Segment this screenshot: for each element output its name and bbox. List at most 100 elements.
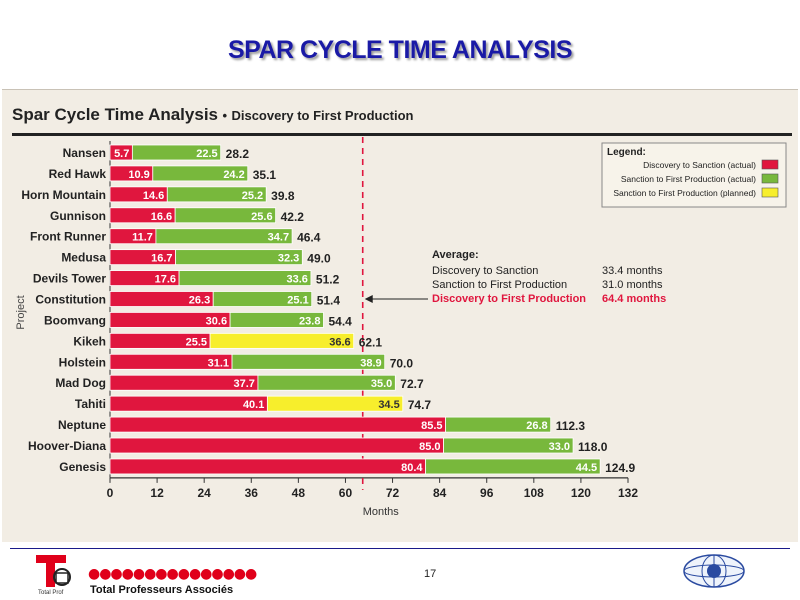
category-label: Front Runner: [30, 230, 106, 244]
data-label-discovery: 10.9: [128, 169, 149, 181]
data-label-discovery: 11.7: [132, 232, 153, 244]
logo-caption: Total Prof: [38, 590, 64, 596]
annotation-label: Discovery to Sanction: [432, 265, 538, 277]
x-tick-label: 72: [386, 486, 400, 500]
annotation-value: 31.0 months: [602, 279, 663, 291]
data-label-sanction: 33.0: [549, 441, 570, 453]
data-label-total: 112.3: [556, 419, 586, 433]
data-label-discovery: 40.1: [243, 399, 264, 411]
data-label-discovery: 25.5: [186, 336, 207, 348]
bar-sanction-to-first-production: [266, 395, 404, 412]
bar-sanction-to-first-production: [229, 312, 324, 328]
category-label: Kikeh: [73, 334, 106, 348]
category-label: Hoover-Diana: [28, 439, 106, 453]
category-label: Tahiti: [75, 397, 106, 411]
category-label: Red Hawk: [49, 167, 107, 181]
data-label-discovery: 30.6: [206, 315, 227, 327]
data-label-discovery: 26.3: [189, 295, 210, 307]
x-tick-label: 120: [571, 486, 591, 500]
category-label: Mad Dog: [55, 376, 106, 390]
bar-discovery-to-sanction: [109, 416, 446, 433]
bar-discovery-to-sanction: [109, 458, 426, 475]
legend-swatch: [761, 187, 779, 198]
bar-sanction-to-first-production: [445, 416, 552, 433]
legend-label: Sanction to First Production (actual): [621, 174, 756, 184]
x-tick-label: 84: [433, 486, 447, 500]
bar-sanction-to-first-production: [131, 144, 222, 161]
data-label-total: 62.1: [359, 335, 383, 349]
data-label-total: 35.1: [253, 168, 277, 182]
data-label-discovery: 85.5: [421, 420, 442, 432]
chart-title-separator: •: [222, 108, 228, 123]
x-tick-label: 0: [107, 486, 114, 500]
legend-swatch: [761, 173, 779, 184]
data-label-sanction: 22.5: [196, 148, 217, 160]
chart-title-row: Spar Cycle Time Analysis • Discovery to …: [12, 103, 792, 136]
bar-sanction-to-first-production: [209, 332, 355, 349]
annotation-arrow-head: [364, 295, 373, 303]
data-label-sanction: 32.3: [278, 253, 299, 265]
data-label-total: 39.8: [271, 189, 295, 203]
data-label-sanction: 34.7: [268, 232, 289, 244]
x-tick-label: 96: [480, 486, 494, 500]
data-label-total: 49.0: [307, 252, 331, 266]
x-tick-label: 24: [198, 486, 212, 500]
bar-sanction-to-first-production: [443, 437, 574, 454]
category-label: Neptune: [58, 418, 106, 432]
data-label-discovery: 17.6: [155, 274, 176, 286]
page-number: 17: [424, 568, 437, 580]
data-label-total: 124.9: [605, 461, 635, 475]
annotation-value: 64.4 months: [602, 293, 666, 305]
bar-sanction-to-first-production: [174, 207, 277, 224]
data-label-discovery: 5.7: [114, 148, 129, 160]
data-label-sanction: 26.8: [526, 420, 547, 432]
company-name: Total Professeurs Associés: [90, 584, 234, 596]
data-label-sanction: 24.2: [223, 169, 244, 181]
data-label-sanction: 35.0: [371, 378, 392, 390]
total-logo-icon: [36, 555, 71, 587]
category-label: Nansen: [63, 146, 106, 160]
data-label-sanction: 36.6: [329, 336, 350, 348]
y-axis-label: Project: [15, 295, 27, 329]
x-tick-label: 60: [339, 486, 353, 500]
annotation-label: Discovery to First Production: [432, 293, 586, 305]
data-label-sanction: 25.6: [251, 211, 272, 223]
data-label-total: 74.7: [408, 398, 432, 412]
data-label-total: 28.2: [226, 147, 250, 161]
decorative-dots: ●●●●●●●●●●●●●●●: [88, 566, 257, 582]
data-label-total: 72.7: [400, 377, 424, 391]
bar-sanction-to-first-production: [152, 165, 249, 182]
data-label-discovery: 16.6: [151, 211, 172, 223]
bar-sanction-to-first-production: [231, 353, 386, 370]
x-tick-label: 108: [524, 486, 544, 500]
x-tick-label: 48: [292, 486, 306, 500]
data-label-sanction: 33.6: [286, 274, 307, 286]
data-label-sanction: 34.5: [378, 399, 399, 411]
bar-sanction-to-first-production: [178, 270, 312, 286]
bar-discovery-to-sanction: [109, 437, 444, 454]
data-label-sanction: 25.2: [242, 190, 263, 202]
category-label: Medusa: [61, 251, 106, 265]
data-label-discovery: 37.7: [234, 378, 255, 390]
data-label-sanction: 38.9: [360, 357, 381, 369]
slide-title: SPAR CYCLE TIME ANALYSIS: [227, 36, 573, 64]
data-label-discovery: 16.7: [151, 253, 172, 265]
category-label: Genesis: [59, 460, 106, 474]
data-label-discovery: 80.4: [401, 462, 423, 474]
legend-box: [601, 142, 787, 208]
legend-title: Legend:: [607, 147, 646, 158]
annotation-title: Average:: [432, 249, 479, 261]
data-label-total: 118.0: [578, 440, 608, 454]
category-label: Gunnison: [50, 209, 106, 223]
data-label-total: 42.2: [281, 210, 305, 224]
data-label-total: 51.2: [316, 273, 340, 287]
x-axis-label: Months: [363, 506, 400, 518]
bar-sanction-to-first-production: [175, 249, 303, 266]
data-label-total: 51.4: [317, 294, 341, 308]
bar-sanction-to-first-production: [212, 291, 313, 307]
data-label-total: 46.4: [297, 231, 321, 245]
category-label: Boomvang: [44, 313, 106, 327]
annotation-value: 33.4 months: [602, 265, 663, 277]
legend-label: Discovery to Sanction (actual): [643, 160, 756, 170]
category-label: Constitution: [35, 293, 106, 307]
